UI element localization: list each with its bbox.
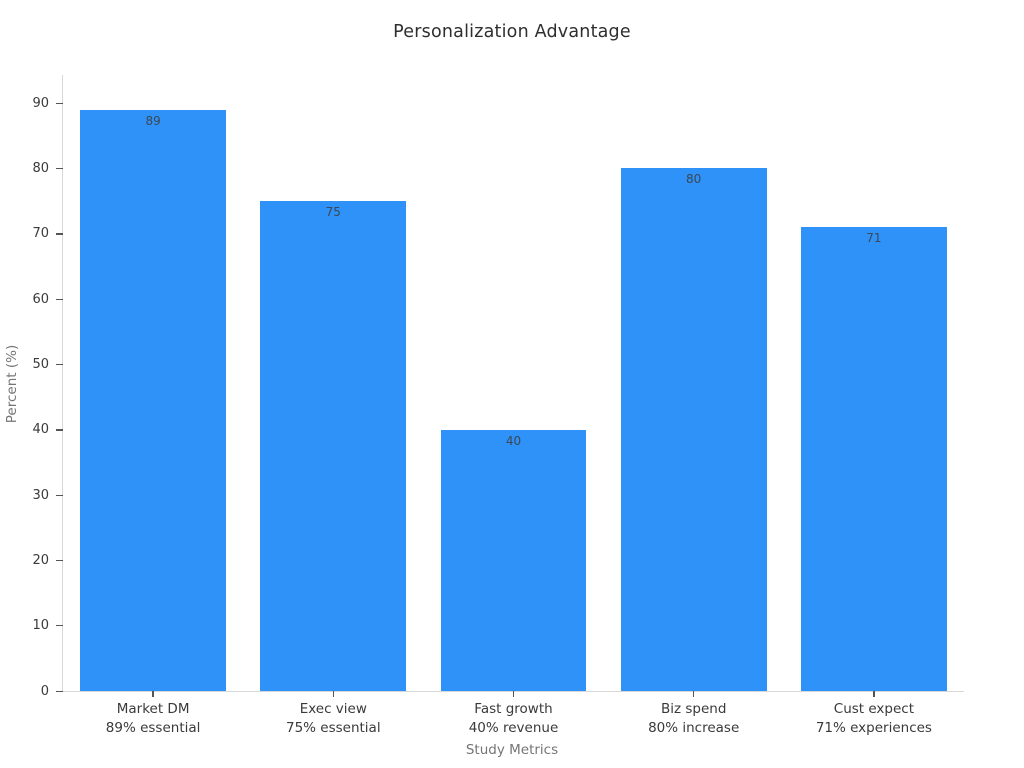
x-category-label: Exec view 75% essential [233, 700, 433, 738]
x-category-label-line1: Market DM [116, 701, 190, 717]
y-tick [56, 233, 63, 235]
y-tick [56, 363, 63, 366]
chart-title: Personalization Advantage [393, 22, 631, 42]
plot-area: 0 10 20 30 40 50 60 70 80 90 89 Market DM 89% essent… [32, 75, 964, 736]
y-tick [56, 625, 63, 627]
x-axis-title: Study Metrics [465, 742, 559, 758]
x-category-label: Biz spend 80% increase [594, 700, 794, 738]
x-category-label: Market DM 89% essential [53, 700, 253, 738]
x-category-label-line2: 75% essential [285, 720, 381, 737]
x-category-label-line1: Biz spend [660, 701, 727, 717]
y-tick-label: 10 [32, 618, 49, 634]
x-tick [693, 691, 695, 697]
x-category-label-line2: 40% revenue [468, 720, 559, 737]
y-tick-label: 60 [32, 291, 49, 307]
bar-value-label: 75 [325, 205, 341, 220]
bar: 75 [260, 201, 407, 691]
x-tick [512, 691, 515, 697]
bar: 80 [620, 168, 767, 691]
y-tick [56, 494, 63, 496]
y-tick-label: 70 [32, 226, 49, 242]
x-category-label-line2: 89% essential [105, 720, 201, 737]
bar: 40 [440, 429, 587, 691]
y-tick-label: 30 [32, 487, 49, 503]
x-category-label-line1: Exec view [299, 701, 367, 717]
y-tick [56, 298, 63, 300]
y-tick [56, 167, 63, 170]
x-tick [873, 691, 875, 697]
bar: 89 [80, 109, 227, 691]
bar-value-label: 71 [866, 231, 882, 246]
y-tick [56, 429, 63, 431]
y-tick [56, 559, 63, 562]
x-category-label-line2: 80% increase [648, 720, 740, 737]
x-category-label-line1: Cust expect [833, 701, 915, 717]
x-category-label: Fast growth 40% revenue [414, 700, 614, 738]
y-tick-label: 80 [32, 160, 49, 176]
y-tick-label: 50 [32, 356, 49, 372]
y-tick-label: 0 [40, 683, 49, 699]
bar-value-label: 40 [505, 433, 522, 448]
x-category-label-line2: 71% experiences [815, 720, 932, 737]
bar-value-label: 89 [145, 113, 161, 128]
bar: 71 [800, 227, 947, 691]
x-category-label-line1: Fast growth [474, 701, 553, 717]
y-tick-label: 40 [32, 422, 49, 438]
y-tick [56, 102, 63, 104]
x-tick [152, 691, 154, 697]
x-category-label: Cust expect 71% experiences [774, 700, 974, 738]
y-tick-label: 90 [32, 95, 49, 111]
bar-value-label: 80 [686, 172, 702, 187]
y-tick-label: 20 [32, 552, 49, 568]
x-tick [332, 691, 334, 697]
y-tick [56, 690, 63, 692]
